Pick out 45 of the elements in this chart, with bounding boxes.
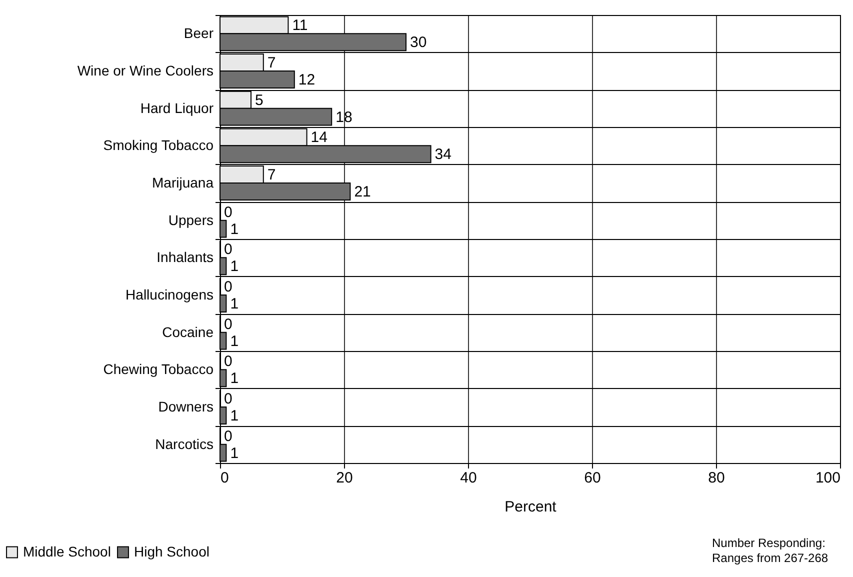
y-tick-label: Inhalants xyxy=(156,249,214,266)
y-tick-label: Hard Liquor xyxy=(140,100,214,116)
data-label: 7 xyxy=(267,54,276,72)
data-label: 14 xyxy=(310,129,328,146)
y-tick-label: Marijuana xyxy=(152,174,214,190)
data-label: 34 xyxy=(434,146,452,164)
data-label: 12 xyxy=(298,71,316,88)
data-label: 0 xyxy=(224,428,232,445)
data-label: 7 xyxy=(267,166,276,184)
data-label: 11 xyxy=(292,17,308,34)
data-label: 1 xyxy=(230,258,239,276)
data-label: 30 xyxy=(410,34,427,52)
y-tick-label: Cocaine xyxy=(162,324,214,340)
x-tick-label: 80 xyxy=(708,470,725,486)
data-label: 0 xyxy=(224,390,232,408)
data-label: 0 xyxy=(224,241,232,258)
data-label: 1 xyxy=(230,407,239,424)
data-label: 0 xyxy=(224,204,232,221)
y-tick-label: Narcotics xyxy=(155,436,214,452)
y-tick-label: Downers xyxy=(158,398,214,414)
text: Number Responding: Ranges from 267-268 xyxy=(712,536,830,566)
x-tick-label: 0 xyxy=(220,470,229,486)
x-tick-label: 40 xyxy=(460,470,477,486)
data-label: 21 xyxy=(354,183,371,200)
data-label: 1 xyxy=(230,220,239,238)
y-tick-label: Hallucinogens xyxy=(126,286,214,302)
data-label: 1 xyxy=(230,332,239,350)
x-tick-label: 20 xyxy=(336,470,353,486)
x-tick-label: 100 xyxy=(815,470,840,486)
y-tick-label: Chewing Tobacco xyxy=(103,361,214,378)
legend-label: Middle School xyxy=(23,543,111,560)
data-label: 1 xyxy=(230,295,239,312)
data-label: 0 xyxy=(224,316,232,333)
y-tick-label: Beer xyxy=(184,25,214,42)
x-tick-label: 60 xyxy=(584,470,601,486)
x-axis-title: Percent xyxy=(504,498,558,516)
y-tick-label: Smoking Tobacco xyxy=(103,137,214,154)
data-label: 0 xyxy=(224,278,232,296)
data-label: 5 xyxy=(255,92,264,109)
data-label: 1 xyxy=(230,370,239,388)
legend-label: High School xyxy=(134,543,210,560)
y-tick-label: Uppers xyxy=(168,212,214,228)
data-label: 1 xyxy=(230,444,239,462)
data-label: 0 xyxy=(224,353,232,370)
y-tick-label: Wine or Wine Coolers xyxy=(77,62,214,78)
